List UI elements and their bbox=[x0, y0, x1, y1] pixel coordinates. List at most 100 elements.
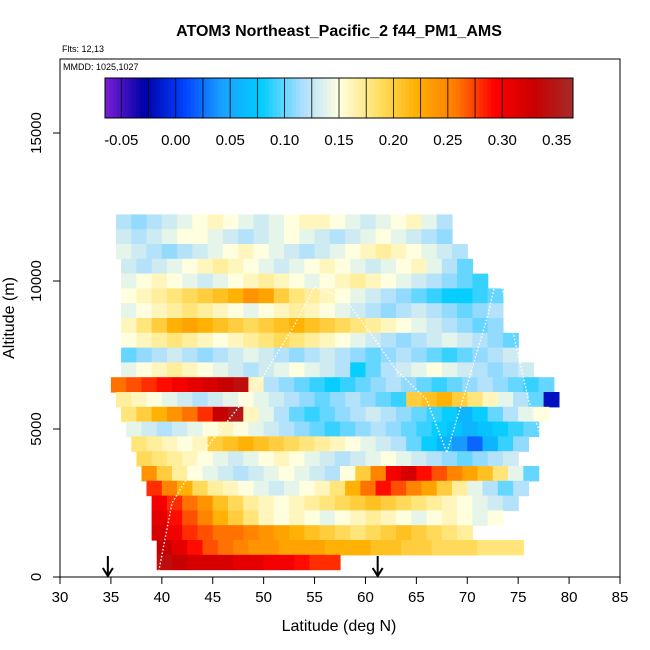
heatmap-cell bbox=[141, 466, 158, 482]
heatmap-cell bbox=[182, 525, 199, 541]
heatmap-cell bbox=[238, 436, 255, 452]
colorbar-swatch bbox=[175, 78, 180, 118]
heatmap-cell bbox=[151, 451, 168, 467]
heatmap-cell bbox=[263, 421, 280, 437]
colorbar-swatch bbox=[428, 78, 434, 118]
heatmap-cell bbox=[380, 288, 397, 304]
heatmap-cell bbox=[253, 229, 270, 245]
heatmap-cell bbox=[502, 347, 519, 363]
heatmap-cell bbox=[472, 347, 489, 363]
heatmap-cell bbox=[319, 495, 336, 511]
heatmap-cell bbox=[182, 495, 199, 511]
heatmap-cell bbox=[426, 273, 443, 289]
heatmap-cell bbox=[248, 540, 265, 556]
heatmap-cell bbox=[212, 318, 229, 334]
colorbar-swatch bbox=[280, 78, 285, 118]
heatmap-cell bbox=[212, 362, 229, 378]
heatmap-cell bbox=[284, 229, 300, 245]
heatmap-cell bbox=[151, 406, 168, 423]
heatmap-cell bbox=[228, 451, 244, 467]
heatmap-cell bbox=[319, 288, 336, 304]
colorbar-swatch bbox=[272, 78, 278, 118]
heatmap-cell bbox=[350, 318, 367, 334]
heatmap-cell bbox=[477, 466, 494, 482]
heatmap-cell bbox=[177, 229, 193, 245]
heatmap-cell bbox=[177, 214, 193, 230]
heatmap-cell bbox=[263, 554, 280, 571]
heatmap-cell bbox=[355, 377, 372, 393]
colorbar-swatch bbox=[495, 78, 500, 118]
colorbar-swatch bbox=[112, 78, 118, 118]
colorbar-frame bbox=[104, 77, 574, 119]
flight-marker-arrow bbox=[102, 556, 114, 578]
heatmap-cell bbox=[340, 466, 356, 482]
heatmap-cell bbox=[248, 466, 265, 482]
heatmap-cell bbox=[467, 392, 484, 408]
heatmap-cell bbox=[222, 436, 239, 452]
heatmap-cell bbox=[396, 451, 412, 467]
heatmap-cell bbox=[446, 540, 463, 556]
colorbar-swatch bbox=[370, 78, 375, 118]
heatmap-cell bbox=[365, 347, 382, 363]
heatmap-cells bbox=[110, 214, 560, 571]
heatmap-cell bbox=[340, 540, 356, 556]
heatmap-cell bbox=[457, 273, 473, 289]
colorbar-swatch bbox=[420, 78, 426, 118]
heatmap-cell bbox=[233, 377, 249, 393]
heatmap-cell bbox=[263, 377, 280, 393]
heatmap-cell bbox=[329, 244, 346, 260]
heatmap-cell bbox=[365, 318, 382, 334]
heatmap-cell bbox=[345, 244, 361, 260]
heatmap-cell bbox=[314, 214, 331, 230]
heatmap-cell bbox=[202, 540, 219, 556]
colorbar-swatch bbox=[268, 78, 274, 118]
colorbar-swatch bbox=[151, 78, 157, 118]
heatmap-cell bbox=[258, 362, 275, 378]
heatmap-cell bbox=[289, 273, 305, 289]
heatmap-cell bbox=[177, 392, 193, 408]
heatmap-cell bbox=[508, 421, 524, 437]
heatmap-cell bbox=[182, 362, 199, 378]
heatmap-cell bbox=[228, 273, 244, 289]
heatmap-cell bbox=[248, 421, 265, 437]
heatmap-cell bbox=[294, 554, 311, 571]
heatmap-cell bbox=[161, 392, 178, 408]
colorbar-swatch bbox=[557, 78, 562, 118]
heatmap-cell bbox=[228, 362, 244, 378]
heatmap-cell bbox=[431, 377, 448, 393]
heatmap-cell bbox=[146, 436, 163, 452]
heatmap-cell bbox=[268, 392, 285, 408]
heatmap-cell bbox=[411, 273, 428, 289]
heatmap-cell bbox=[273, 347, 290, 363]
heatmap-cell bbox=[446, 421, 463, 437]
heatmap-cell bbox=[177, 480, 193, 497]
colorbar-swatch bbox=[456, 78, 461, 118]
heatmap-cell bbox=[350, 303, 367, 319]
heatmap-cell bbox=[146, 229, 163, 245]
heatmap-cell bbox=[197, 451, 214, 467]
heatmap-cell bbox=[365, 303, 382, 319]
heatmap-cell bbox=[380, 495, 397, 511]
heatmap-cell bbox=[482, 436, 499, 452]
colorbar-swatch bbox=[233, 78, 239, 118]
heatmap-cell bbox=[233, 466, 249, 482]
heatmap-cell bbox=[289, 332, 305, 349]
heatmap-cell bbox=[380, 451, 397, 467]
x-tick-label: 60 bbox=[357, 589, 374, 606]
colorbar-swatch bbox=[303, 78, 309, 118]
heatmap-cell bbox=[370, 421, 387, 437]
heatmap-cell bbox=[273, 406, 290, 423]
heatmap-cell bbox=[411, 288, 428, 304]
heatmap-cell bbox=[243, 495, 260, 511]
colorbar-swatch bbox=[389, 78, 395, 118]
x-tick-label: 65 bbox=[408, 589, 425, 606]
heatmap-cell bbox=[228, 495, 244, 511]
colorbar-swatch bbox=[311, 78, 317, 118]
heatmap-cell bbox=[375, 229, 392, 245]
heatmap-cell bbox=[238, 214, 255, 230]
heatmap-cell bbox=[355, 466, 372, 482]
colorbar-swatch bbox=[292, 78, 297, 118]
heatmap-cell bbox=[273, 495, 290, 511]
heatmap-cell bbox=[416, 377, 433, 393]
heatmap-cell bbox=[314, 480, 331, 497]
